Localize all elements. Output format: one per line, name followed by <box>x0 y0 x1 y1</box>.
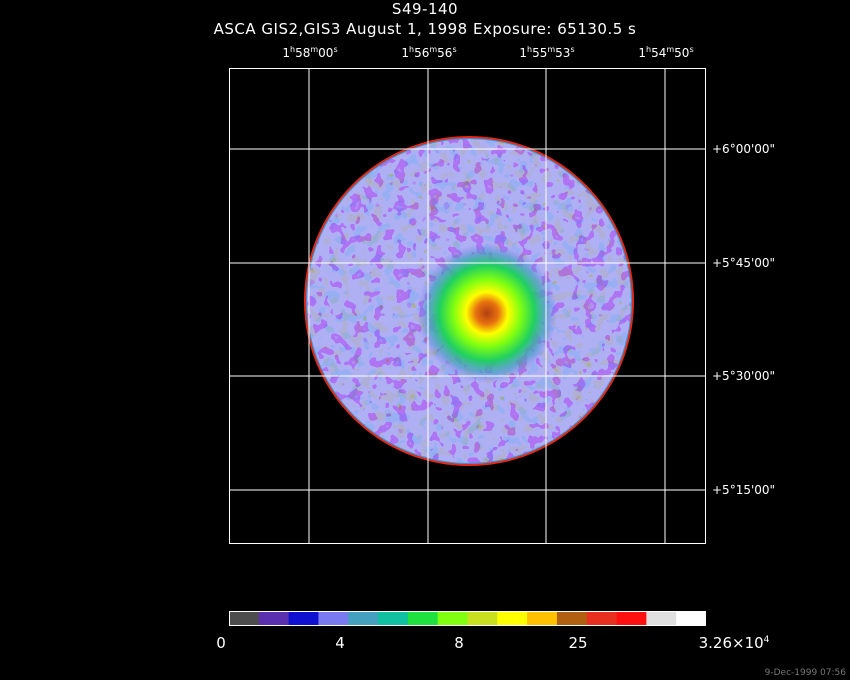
colorbar-swatch <box>348 611 379 626</box>
colorbar-swatch <box>378 611 409 626</box>
colorbar-swatch <box>437 611 468 626</box>
colorbar-swatch <box>556 611 588 626</box>
detector-field <box>307 139 631 463</box>
dec-label: +5°15'00" <box>712 483 776 497</box>
dec-label: +5°30'00" <box>712 369 776 383</box>
image-title: S49-140 <box>391 0 459 18</box>
coordinate-grid <box>229 68 706 544</box>
ra-label: 1h56m56s <box>401 45 457 60</box>
ra-label: 1h58m00s <box>282 45 338 60</box>
colorbar-label: 8 <box>454 634 464 652</box>
colorbar-swatch <box>527 611 558 626</box>
colorbar-swatch <box>616 611 647 626</box>
colorbar-swatch <box>467 611 498 626</box>
image-subtitle: ASCA GIS2,GIS3 August 1, 1998 Exposure: … <box>213 20 637 38</box>
colorbar-swatch <box>318 611 349 626</box>
colorbar-label: 4 <box>335 634 345 652</box>
colorbar-swatch <box>497 611 528 626</box>
colorbar-swatch <box>586 611 618 626</box>
ra-label: 1h55m53s <box>519 45 575 60</box>
colorbar-max-label: 3.26×104 <box>698 634 770 652</box>
colorbar-swatch <box>258 611 290 626</box>
colorbar-swatch <box>646 611 677 626</box>
colorbar <box>229 611 706 626</box>
dec-label: +5°45'00" <box>712 256 776 270</box>
colorbar-label: 0 <box>216 634 226 652</box>
colorbar-swatch <box>288 611 319 626</box>
x-ray-source <box>417 243 557 383</box>
colorbar-label: 25 <box>568 634 588 652</box>
xray-image <box>229 68 706 544</box>
colorbar-swatch <box>407 611 439 626</box>
ra-label: 1h54m50s <box>638 45 694 60</box>
timestamp: 9-Dec-1999 07:56 <box>764 668 846 678</box>
colorbar-swatch <box>229 611 260 626</box>
dec-label: +6°00'00" <box>712 142 776 156</box>
colorbar-swatch <box>676 611 706 626</box>
